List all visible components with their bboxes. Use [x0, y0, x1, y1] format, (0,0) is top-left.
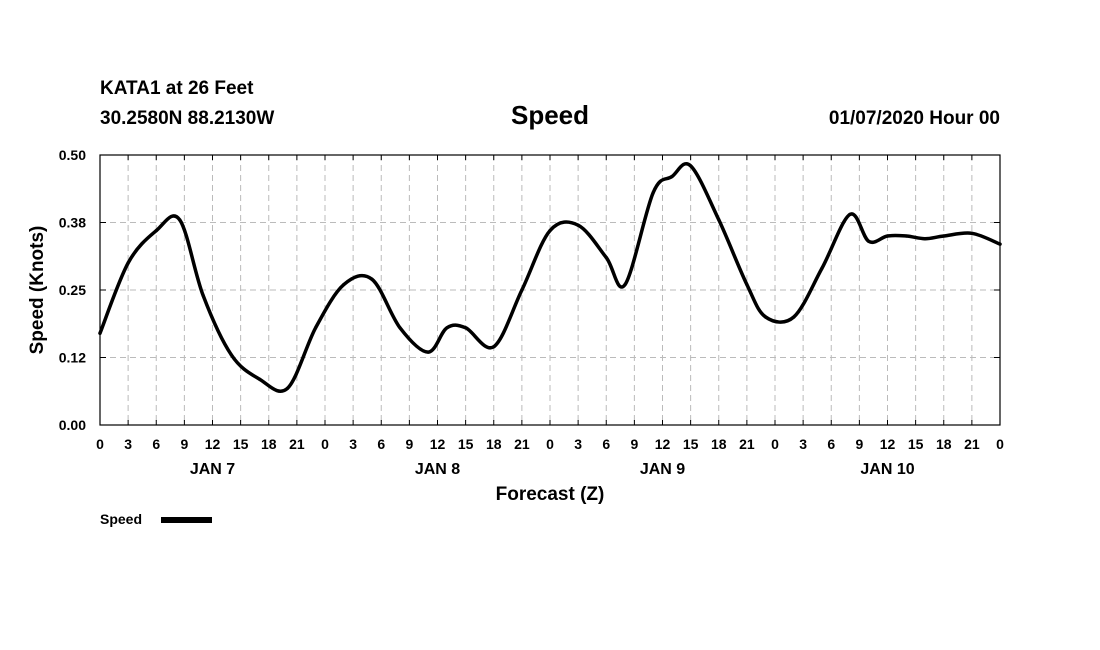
x-tick-label: 0	[321, 436, 329, 452]
speed-data-point	[904, 234, 908, 238]
day-label: JAN 8	[415, 461, 460, 478]
speed-data-point	[651, 191, 655, 195]
speed-data-point	[689, 164, 693, 168]
y-tick-label: 0.00	[59, 417, 86, 433]
speed-data-point	[998, 242, 1002, 246]
speed-data-point	[126, 261, 130, 265]
speed-data-point	[178, 218, 182, 222]
speed-data-point	[520, 288, 524, 292]
day-label: JAN 10	[860, 461, 914, 478]
speed-data-point	[848, 212, 852, 216]
speed-data-point	[576, 223, 580, 227]
legend-label: Speed	[100, 511, 142, 527]
x-tick-label: 18	[486, 436, 502, 452]
grid-lines	[100, 155, 1000, 425]
x-tick-label: 21	[514, 436, 530, 452]
x-tick-label: 3	[349, 436, 357, 452]
speed-data-point	[604, 256, 608, 260]
x-tick-label: 9	[855, 436, 863, 452]
x-axis-label: Forecast (Z)	[496, 484, 605, 505]
chart-title: Speed	[511, 100, 589, 130]
x-tick-label: 12	[880, 436, 896, 452]
y-tick-label: 0.12	[59, 350, 86, 366]
x-tick-label: 15	[683, 436, 699, 452]
series-layer	[98, 162, 1002, 393]
speed-data-point	[923, 237, 927, 241]
speed-data-point	[426, 350, 430, 354]
y-tick-label: 0.38	[59, 215, 86, 231]
x-tick-label: 3	[799, 436, 807, 452]
speed-data-point	[342, 283, 346, 287]
speed-data-point	[970, 231, 974, 235]
station-label: KATA1 at 26 Feet	[100, 78, 254, 99]
speed-data-point	[370, 277, 374, 281]
speed-data-point	[942, 234, 946, 238]
x-tick-label: 6	[602, 436, 610, 452]
speed-data-point	[623, 283, 627, 287]
x-tick-label: 21	[964, 436, 980, 452]
x-tick-label: 9	[630, 436, 638, 452]
speed-data-point	[314, 326, 318, 330]
x-tick-label: 3	[574, 436, 582, 452]
day-label: JAN 9	[640, 461, 685, 478]
speed-data-point	[867, 239, 871, 243]
speed-data-point	[464, 326, 468, 330]
speed-data-point	[98, 331, 102, 335]
speed-data-point	[285, 386, 290, 390]
speed-data-point	[257, 377, 261, 381]
y-tick-label: 0.25	[59, 282, 86, 298]
run-time-label: 01/07/2020 Hour 00	[829, 108, 1000, 129]
speed-data-point	[398, 326, 402, 330]
speed-data-point	[717, 218, 721, 222]
x-tick-label: 12	[655, 436, 671, 452]
speed-data-point	[229, 353, 233, 357]
x-tick-label: 0	[996, 436, 1004, 452]
x-tick-label: 9	[180, 436, 188, 452]
speed-data-point	[745, 283, 749, 287]
day-label: JAN 7	[190, 461, 235, 478]
x-tick-label: 15	[908, 436, 924, 452]
y-tick-label: 0.50	[59, 147, 86, 163]
speed-data-point	[201, 293, 205, 297]
speed-data-point	[445, 326, 449, 330]
x-tick-label: 6	[377, 436, 385, 452]
coordinates-label: 30.2580N 88.2130W	[100, 108, 274, 129]
x-tick-label: 12	[430, 436, 446, 452]
speed-data-point	[764, 315, 768, 319]
x-tick-label: 18	[261, 436, 277, 452]
speed-data-point	[820, 266, 824, 270]
speed-data-point	[548, 229, 552, 233]
y-axis-label: Speed (Knots)	[27, 226, 48, 355]
speed-series-line	[98, 162, 1002, 393]
x-tick-label: 15	[458, 436, 474, 452]
x-tick-label: 3	[124, 436, 132, 452]
axis-ticks: 0 3 6 9 12 15 18 21 0 3 6 9 12 15 18 21 0 3 6 9 12 15 18 21 0 3 6 9…	[59, 147, 1004, 478]
legend: Speed	[100, 511, 212, 527]
x-tick-label: 0	[96, 436, 104, 452]
x-tick-label: 18	[936, 436, 952, 452]
x-tick-label: 21	[289, 436, 305, 452]
x-tick-label: 18	[711, 436, 727, 452]
x-tick-label: 0	[546, 436, 554, 452]
x-tick-label: 6	[827, 436, 835, 452]
x-tick-label: 15	[233, 436, 249, 452]
x-tick-label: 0	[771, 436, 779, 452]
speed-data-point	[885, 234, 890, 238]
x-tick-label: 21	[739, 436, 755, 452]
speed-data-point	[154, 229, 158, 233]
x-tick-label: 12	[205, 436, 221, 452]
x-tick-label: 6	[152, 436, 160, 452]
x-tick-label: 9	[405, 436, 413, 452]
speed-data-point	[792, 315, 796, 319]
speed-data-point	[670, 175, 674, 179]
speed-data-point	[492, 345, 496, 349]
